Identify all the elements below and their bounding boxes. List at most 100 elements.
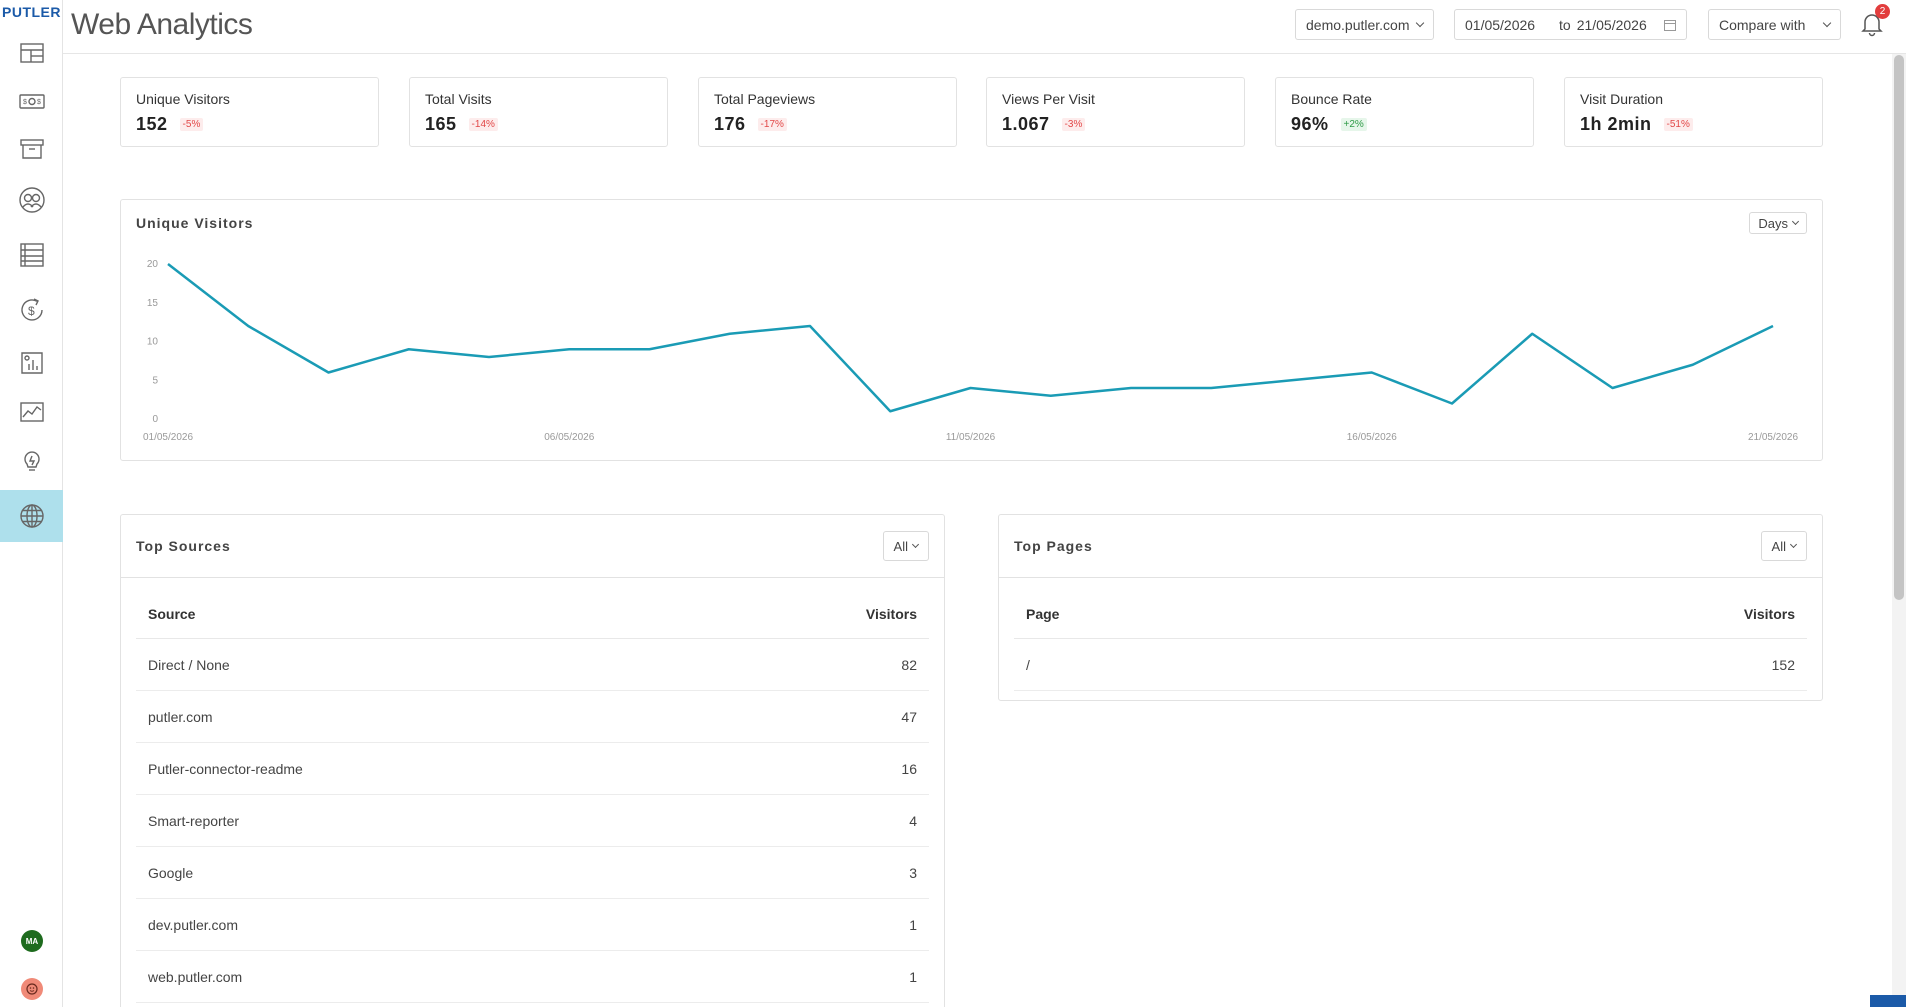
y-tick-label: 20	[147, 259, 159, 270]
sales-icon: $ $	[18, 94, 45, 109]
table-row[interactable]: Smart-reporter 4	[136, 795, 929, 847]
interval-dropdown[interactable]: Days	[1749, 212, 1807, 234]
data-point[interactable]	[1767, 320, 1779, 332]
table-row[interactable]: Putler-connector-readme 16	[136, 743, 929, 795]
data-point[interactable]	[162, 258, 174, 270]
top-pages-filter[interactable]: All	[1760, 531, 1807, 561]
kpi-card[interactable]: Total Visits 165 -14%	[409, 77, 668, 147]
x-tick-label: 21/05/2026	[1748, 432, 1798, 443]
sidebar: PUTLER $ $ $ MA	[0, 0, 63, 1007]
column-header[interactable]: Visitors	[865, 606, 917, 622]
nav-products[interactable]	[0, 126, 63, 172]
top-sources-title: Top Sources	[136, 538, 231, 554]
row-value: 152	[1771, 656, 1795, 673]
date-range-picker[interactable]: 01/05/2026 to 21/05/2026	[1454, 9, 1687, 40]
data-point[interactable]	[242, 320, 254, 332]
nav-insights[interactable]	[0, 389, 63, 435]
nav-web-analytics[interactable]	[0, 490, 63, 542]
kpi-value: 96%	[1291, 114, 1329, 134]
kpi-card[interactable]: Views Per Visit 1.067 -3%	[986, 77, 1245, 147]
kpi-card[interactable]: Unique Visitors 152 -5%	[120, 77, 379, 147]
app-logo[interactable]: PUTLER	[2, 4, 61, 20]
row-value: 1	[909, 916, 917, 933]
nav-transactions[interactable]	[0, 232, 63, 278]
table-row[interactable]: putler.com 47	[136, 691, 929, 743]
data-point[interactable]	[644, 343, 656, 355]
data-point[interactable]	[1446, 398, 1458, 410]
page-title: Web Analytics	[71, 8, 253, 41]
help-avatar-icon[interactable]	[21, 978, 43, 1000]
help-icon	[26, 983, 38, 995]
date-to: 21/05/2026	[1576, 16, 1647, 33]
data-point[interactable]	[884, 405, 896, 417]
column-header[interactable]: Source	[148, 606, 196, 622]
nav-dashboard[interactable]	[0, 30, 63, 76]
scroll-to-top-button[interactable]	[1870, 995, 1906, 1007]
user-avatar[interactable]: MA	[21, 930, 43, 952]
date-to-label: to	[1559, 16, 1571, 33]
compare-with-dropdown[interactable]: Compare with	[1708, 9, 1841, 40]
nav-subscriptions[interactable]: $	[0, 287, 63, 333]
notifications-button[interactable]: 2	[1860, 4, 1890, 38]
top-sources-filter[interactable]: All	[882, 531, 929, 561]
table-header: Page Visitors	[1014, 578, 1807, 639]
data-point[interactable]	[483, 351, 495, 363]
kpi-value-row: 165 -14%	[425, 114, 652, 135]
nav-ideas[interactable]	[0, 438, 63, 484]
column-header[interactable]: Visitors	[1743, 606, 1795, 622]
nav-reports[interactable]	[0, 340, 63, 386]
kpi-value-row: 1.067 -3%	[1002, 114, 1229, 135]
y-tick-label: 15	[147, 298, 159, 309]
table-row[interactable]: dev.putler.com 1	[136, 899, 929, 951]
row-value: 16	[901, 760, 917, 777]
calendar-icon	[1664, 19, 1676, 31]
svg-text:$: $	[23, 99, 27, 106]
data-point[interactable]	[724, 328, 736, 340]
data-point[interactable]	[1607, 382, 1619, 394]
series-line	[167, 263, 1774, 413]
row-label: dev.putler.com	[148, 916, 239, 933]
svg-text:$: $	[37, 99, 41, 106]
table-header: Source Visitors	[136, 578, 929, 639]
data-point[interactable]	[1526, 328, 1538, 340]
data-point[interactable]	[563, 343, 575, 355]
kpi-card[interactable]: Bounce Rate 96% +2%	[1275, 77, 1534, 147]
bell-icon	[1861, 14, 1883, 37]
dashboard-icon	[19, 43, 44, 63]
table-row[interactable]: Direct / None 82	[136, 639, 929, 691]
scrollbar-thumb[interactable]	[1894, 55, 1904, 600]
insights-icon	[19, 402, 44, 422]
kpi-value: 176	[714, 114, 746, 134]
row-value: 82	[901, 656, 917, 673]
row-value: 4	[909, 812, 917, 829]
data-point[interactable]	[1205, 382, 1217, 394]
data-point[interactable]	[1687, 359, 1699, 371]
chevron-down-icon	[1822, 18, 1832, 27]
nav-customers[interactable]	[0, 177, 63, 223]
unique-visitors-chart-card: Unique Visitors Days 0 5 10 15 20 01/05/2026 0…	[120, 199, 1823, 461]
kpi-change-badge: -14%	[468, 118, 498, 131]
data-point[interactable]	[1286, 374, 1298, 386]
data-point[interactable]	[323, 367, 335, 379]
x-tick-label: 16/05/2026	[1347, 432, 1397, 443]
kpi-card[interactable]: Visit Duration 1h 2min -51%	[1564, 77, 1823, 147]
table-row[interactable]: Google 3	[136, 847, 929, 899]
row-label: putler.com	[148, 708, 213, 725]
data-point[interactable]	[403, 343, 415, 355]
data-point[interactable]	[1366, 367, 1378, 379]
kpi-change-badge: -3%	[1061, 118, 1086, 131]
topbar: Web Analytics demo.putler.com 01/05/2026…	[63, 0, 1906, 54]
site-selector[interactable]: demo.putler.com	[1295, 9, 1434, 40]
row-label: web.putler.com	[148, 968, 243, 985]
row-label: /	[1026, 656, 1030, 673]
column-header[interactable]: Page	[1026, 606, 1060, 622]
nav-sales[interactable]: $ $	[0, 78, 63, 124]
data-point[interactable]	[1045, 390, 1057, 402]
data-point[interactable]	[965, 382, 977, 394]
data-point[interactable]	[1125, 382, 1137, 394]
top-pages-filter-label: All	[1771, 538, 1786, 554]
table-row[interactable]: web.putler.com 1	[136, 951, 929, 1003]
table-row[interactable]: / 152	[1014, 639, 1807, 691]
kpi-card[interactable]: Total Pageviews 176 -17%	[698, 77, 957, 147]
data-point[interactable]	[804, 320, 816, 332]
